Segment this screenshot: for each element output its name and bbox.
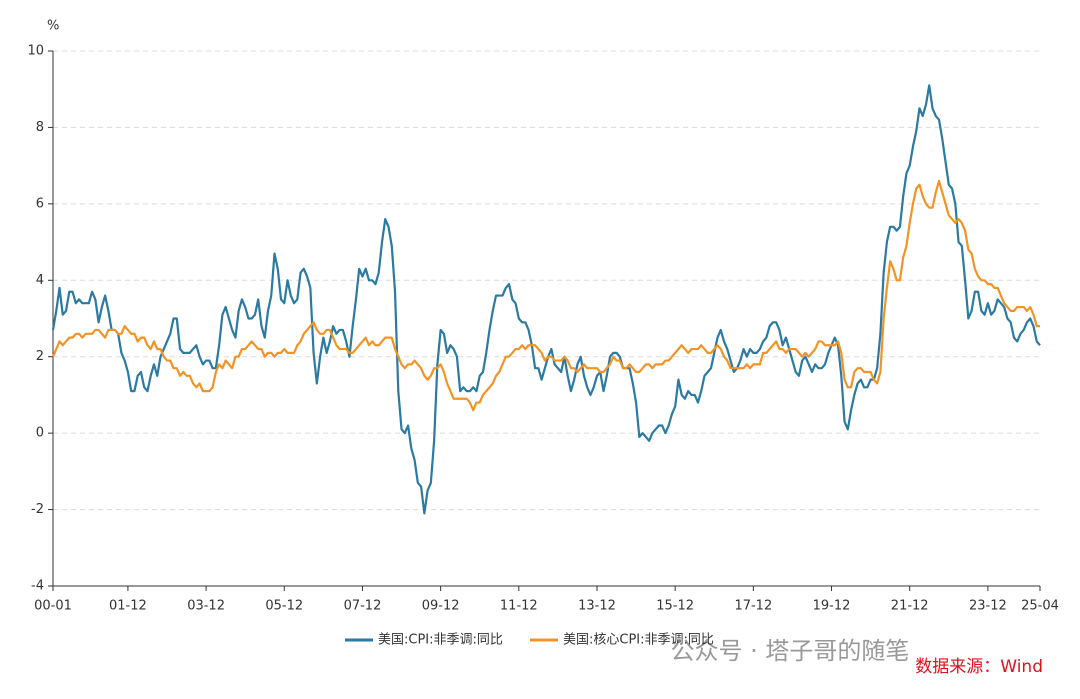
x-tick-label: 23-12 — [969, 599, 1007, 614]
x-tick-label: 11-12 — [500, 599, 538, 614]
x-tick-label: 01-12 — [109, 599, 147, 614]
x-tick-label: 03-12 — [187, 599, 225, 614]
x-tick-label: 17-12 — [734, 599, 772, 614]
x-tick-label: 13-12 — [578, 599, 616, 614]
y-tick-label: -2 — [31, 502, 44, 517]
y-tick-label: 8 — [36, 120, 44, 135]
y-tick-label: 6 — [36, 196, 44, 211]
legend-label: 美国:CPI:非季调:同比 — [378, 633, 503, 648]
y-tick-label: -4 — [31, 579, 44, 594]
x-tick-label: 21-12 — [891, 599, 929, 614]
x-tick-label: 25-04 — [1021, 599, 1059, 614]
y-tick-label: 0 — [36, 426, 44, 441]
source: 数据来源：Wind — [915, 657, 1043, 677]
legend-label: 美国:核心CPI:非季调:同比 — [563, 633, 714, 648]
series-line — [51, 84, 1041, 515]
x-tick-label: 19-12 — [813, 599, 851, 614]
y-tick-label: 10 — [27, 44, 44, 59]
series-line — [51, 179, 1040, 412]
x-tick-label: 05-12 — [265, 599, 303, 614]
y-tick-label: 2 — [36, 349, 44, 364]
x-tick-label: 15-12 — [656, 599, 694, 614]
y-tick-label: 4 — [36, 273, 44, 288]
x-tick-label: 09-12 — [422, 599, 460, 614]
x-tick-label: 07-12 — [344, 599, 382, 614]
watermark: 公众号 · 塔子哥的随笔 — [671, 637, 910, 665]
x-tick-label: 00-01 — [34, 599, 72, 614]
y-unit: % — [47, 19, 59, 34]
